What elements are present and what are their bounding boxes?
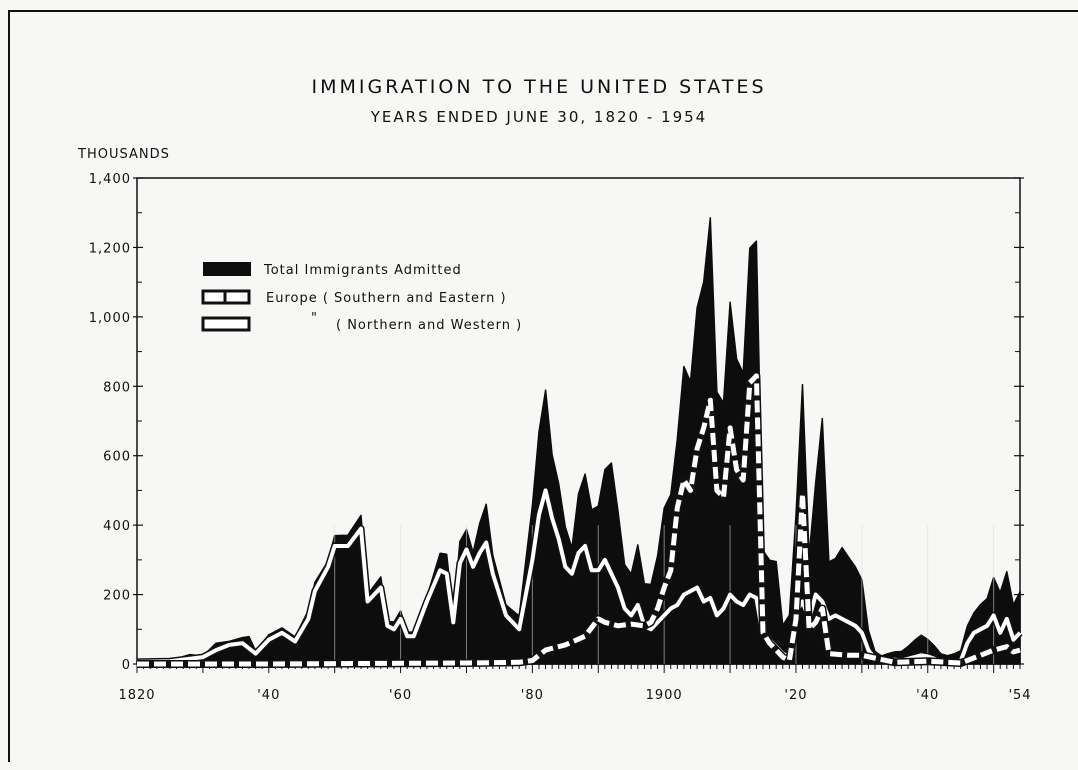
y-tick-label: 600 (103, 450, 131, 465)
frame-top-edge (8, 10, 1078, 12)
x-tick-label: '80 (521, 688, 544, 703)
y-axis-label: THOUSANDS (77, 147, 170, 162)
legend-swatch-northern-western (201, 316, 251, 332)
x-tick-label: '40 (257, 688, 280, 703)
legend-swatch-total (203, 262, 251, 276)
chart-subtitle: YEARS ENDED JUNE 30, 1820 - 1954 (370, 108, 708, 126)
y-tick-label: 0 (122, 658, 131, 673)
total-immigrants-area (136, 217, 1021, 665)
x-tick-label: '20 (784, 688, 807, 703)
y-tick-label: 800 (103, 380, 131, 395)
legend-ditto-mark: " (311, 311, 318, 326)
x-tick-label: '60 (389, 688, 412, 703)
legend-label-northern-western: ( Northern and Western ) (336, 318, 522, 333)
x-tick-label: '40 (916, 688, 939, 703)
legend-label-total: Total Immigrants Admitted (263, 263, 462, 278)
x-tick-label: 1820 (118, 688, 155, 703)
y-tick-label: 1,200 (89, 241, 131, 256)
frame-left-edge (8, 10, 10, 762)
y-tick-label: 400 (103, 519, 131, 534)
legend-label-southern-eastern: Europe ( Southern and Eastern ) (266, 291, 507, 306)
legend: Total Immigrants Admitted Europe ( Southe… (201, 262, 522, 333)
x-tick-label: '54 (1008, 688, 1031, 703)
y-tick-label: 1,400 (89, 172, 131, 187)
y-tick-label: 1,000 (89, 311, 131, 326)
southern-eastern-line (137, 373, 1021, 667)
chart-title: IMMIGRATION TO THE UNITED STATES (311, 76, 767, 98)
y-tick-label: 200 (103, 589, 131, 604)
x-tick-label: 1900 (646, 688, 683, 703)
